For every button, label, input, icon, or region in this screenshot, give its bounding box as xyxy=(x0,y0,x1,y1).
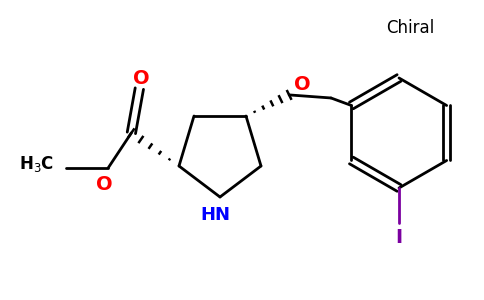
Text: O: O xyxy=(294,75,310,94)
Text: H$_3$C: H$_3$C xyxy=(19,154,54,174)
Text: I: I xyxy=(395,229,403,247)
Text: HN: HN xyxy=(200,206,230,224)
Text: O: O xyxy=(133,69,150,88)
Text: O: O xyxy=(96,176,112,194)
Text: Chiral: Chiral xyxy=(386,19,434,37)
